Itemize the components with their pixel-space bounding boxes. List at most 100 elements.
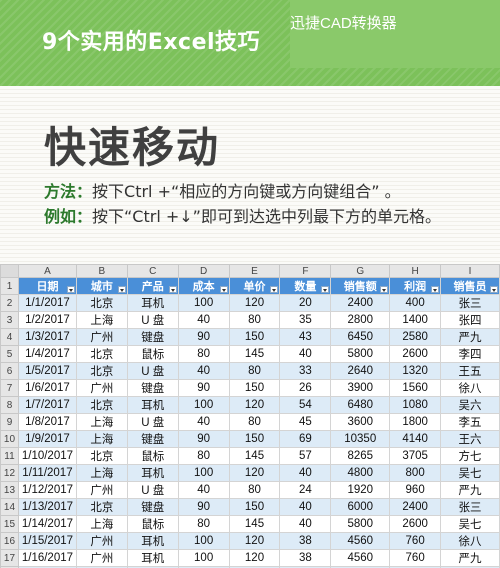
table-cell[interactable]: 100 bbox=[177, 532, 230, 550]
table-cell[interactable]: 1/13/2017 bbox=[17, 498, 77, 516]
table-cell[interactable]: 1800 bbox=[389, 413, 442, 431]
table-cell[interactable]: 上海 bbox=[75, 413, 128, 431]
header-cell[interactable]: 单价 bbox=[228, 277, 281, 295]
table-cell[interactable]: 2400 bbox=[389, 498, 442, 516]
column-letter[interactable]: D bbox=[177, 264, 230, 278]
table-cell[interactable]: 1/10/2017 bbox=[17, 447, 77, 465]
table-cell[interactable]: 上海 bbox=[75, 430, 128, 448]
column-letter[interactable]: A bbox=[17, 264, 77, 278]
table-cell[interactable]: 40 bbox=[177, 413, 230, 431]
table-cell[interactable]: 广州 bbox=[75, 481, 128, 499]
table-cell[interactable]: 6000 bbox=[330, 498, 391, 516]
row-number[interactable]: 5 bbox=[0, 345, 19, 363]
table-cell[interactable]: 耳机 bbox=[126, 294, 179, 312]
table-cell[interactable]: 北京 bbox=[75, 345, 128, 363]
table-cell[interactable]: 1/9/2017 bbox=[17, 430, 77, 448]
table-cell[interactable]: 800 bbox=[389, 464, 442, 482]
table-cell[interactable]: 760 bbox=[389, 549, 442, 567]
table-cell[interactable]: 北京 bbox=[75, 396, 128, 414]
table-cell[interactable]: 80 bbox=[228, 481, 281, 499]
table-cell[interactable]: 57 bbox=[279, 447, 332, 465]
table-cell[interactable]: 广州 bbox=[75, 328, 128, 346]
filter-dropdown-icon[interactable] bbox=[168, 286, 177, 293]
table-cell[interactable]: 960 bbox=[389, 481, 442, 499]
table-cell[interactable]: 120 bbox=[228, 396, 281, 414]
row-number[interactable]: 17 bbox=[0, 549, 19, 567]
table-cell[interactable]: 1/14/2017 bbox=[17, 515, 77, 533]
table-cell[interactable]: 键盘 bbox=[126, 498, 179, 516]
table-cell[interactable]: 1/5/2017 bbox=[17, 362, 77, 380]
table-cell[interactable]: 徐八 bbox=[440, 532, 500, 550]
header-cell[interactable]: 成本 bbox=[177, 277, 230, 295]
table-cell[interactable]: 键盘 bbox=[126, 379, 179, 397]
table-cell[interactable]: 吴七 bbox=[440, 566, 500, 568]
table-cell[interactable]: 耳机 bbox=[126, 396, 179, 414]
table-cell[interactable]: 严九 bbox=[440, 328, 500, 346]
table-cell[interactable]: 6480 bbox=[330, 396, 391, 414]
table-cell[interactable]: 400 bbox=[389, 294, 442, 312]
table-cell[interactable]: 1/12/2017 bbox=[17, 481, 77, 499]
table-cell[interactable]: 35 bbox=[279, 311, 332, 329]
table-cell[interactable]: 150 bbox=[228, 379, 281, 397]
row-number[interactable]: 14 bbox=[0, 498, 19, 516]
table-cell[interactable]: 3200 bbox=[330, 566, 391, 568]
table-cell[interactable]: 耳机 bbox=[126, 532, 179, 550]
table-cell[interactable]: 38 bbox=[279, 532, 332, 550]
table-cell[interactable]: 1320 bbox=[389, 362, 442, 380]
row-number[interactable]: 8 bbox=[0, 396, 19, 414]
filter-dropdown-icon[interactable] bbox=[380, 286, 389, 293]
filter-dropdown-icon[interactable] bbox=[66, 286, 75, 293]
header-cell[interactable]: 销售额 bbox=[330, 277, 391, 295]
table-cell[interactable]: 1/1/2017 bbox=[17, 294, 77, 312]
table-cell[interactable]: 2600 bbox=[389, 515, 442, 533]
table-cell[interactable]: 43 bbox=[279, 328, 332, 346]
table-cell[interactable]: 69 bbox=[279, 430, 332, 448]
table-cell[interactable]: 1/2/2017 bbox=[17, 311, 77, 329]
table-cell[interactable]: 鼠标 bbox=[126, 345, 179, 363]
table-cell[interactable]: 120 bbox=[228, 464, 281, 482]
row-number[interactable]: 3 bbox=[0, 311, 19, 329]
table-cell[interactable]: 100 bbox=[177, 294, 230, 312]
table-cell[interactable]: 38 bbox=[279, 549, 332, 567]
table-cell[interactable]: 150 bbox=[228, 328, 281, 346]
filter-dropdown-icon[interactable] bbox=[321, 286, 330, 293]
table-cell[interactable]: 40 bbox=[279, 498, 332, 516]
filter-dropdown-icon[interactable] bbox=[270, 286, 279, 293]
header-cell[interactable]: 日期 bbox=[17, 277, 77, 295]
table-cell[interactable]: U 盘 bbox=[126, 311, 179, 329]
table-cell[interactable]: 8265 bbox=[330, 447, 391, 465]
table-cell[interactable]: 26 bbox=[279, 379, 332, 397]
table-cell[interactable]: 80 bbox=[228, 413, 281, 431]
table-cell[interactable]: 键盘 bbox=[126, 430, 179, 448]
column-letter[interactable]: G bbox=[330, 264, 391, 278]
table-cell[interactable]: 1920 bbox=[330, 481, 391, 499]
table-cell[interactable]: U 盘 bbox=[126, 362, 179, 380]
column-letter[interactable]: H bbox=[389, 264, 442, 278]
row-number[interactable]: 12 bbox=[0, 464, 19, 482]
row-number[interactable]: 10 bbox=[0, 430, 19, 448]
table-cell[interactable]: 上海 bbox=[75, 515, 128, 533]
table-cell[interactable]: 张三 bbox=[440, 294, 500, 312]
table-cell[interactable]: 1400 bbox=[389, 311, 442, 329]
table-cell[interactable]: 张四 bbox=[440, 311, 500, 329]
row-number[interactable]: 4 bbox=[0, 328, 19, 346]
table-cell[interactable]: 120 bbox=[228, 294, 281, 312]
table-cell[interactable]: 上海 bbox=[75, 464, 128, 482]
table-cell[interactable]: 吴六 bbox=[440, 396, 500, 414]
header-cell[interactable]: 产品 bbox=[126, 277, 179, 295]
table-cell[interactable]: 张三 bbox=[440, 498, 500, 516]
table-cell[interactable]: 120 bbox=[228, 549, 281, 567]
table-cell[interactable]: 2800 bbox=[330, 311, 391, 329]
row-number[interactable]: 16 bbox=[0, 532, 19, 550]
table-cell[interactable]: 100 bbox=[177, 464, 230, 482]
table-cell[interactable]: 1/16/2017 bbox=[17, 549, 77, 567]
table-cell[interactable]: 145 bbox=[228, 515, 281, 533]
table-cell[interactable]: 1/15/2017 bbox=[17, 532, 77, 550]
row-number[interactable]: 15 bbox=[0, 515, 19, 533]
table-cell[interactable]: 鼠标 bbox=[126, 515, 179, 533]
table-cell[interactable]: 80 bbox=[228, 311, 281, 329]
table-cell[interactable]: 90 bbox=[177, 328, 230, 346]
table-cell[interactable]: 80 bbox=[228, 362, 281, 380]
table-cell[interactable]: 徐八 bbox=[440, 379, 500, 397]
table-cell[interactable]: 10350 bbox=[330, 430, 391, 448]
